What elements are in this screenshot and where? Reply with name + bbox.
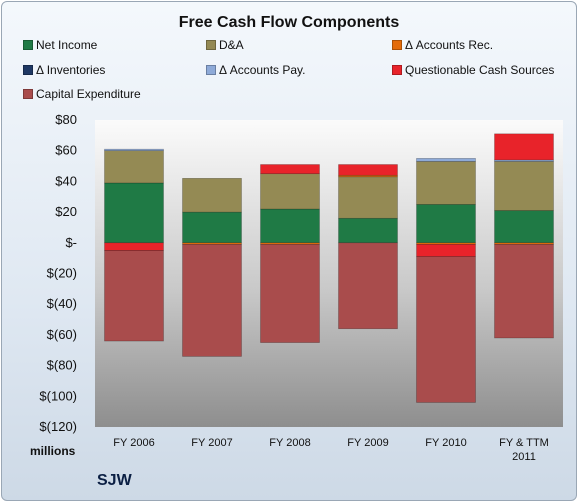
company-ticker: SJW xyxy=(97,472,132,489)
bar-segment xyxy=(416,256,476,403)
y-tick-label: $40 xyxy=(55,173,77,188)
legend-swatch xyxy=(23,89,33,99)
legend-swatch xyxy=(23,40,33,50)
legend-label: Net Income xyxy=(36,38,98,52)
bar-segment xyxy=(416,204,476,244)
bar-segment xyxy=(260,244,320,343)
bar-segment xyxy=(104,182,164,244)
bar-segment xyxy=(338,242,398,330)
bar-segment xyxy=(260,208,320,244)
legend-label: Capital Expenditure xyxy=(36,87,141,101)
bar-segment xyxy=(494,133,554,161)
legend-swatch xyxy=(23,65,33,75)
y-tick-label: $(120) xyxy=(39,419,77,434)
bar-segment xyxy=(104,148,164,151)
legend-swatch xyxy=(392,40,402,50)
legend-item-capex: Capital Expenditure xyxy=(23,87,141,101)
bar-segment xyxy=(182,211,242,244)
y-tick-label: $(40) xyxy=(47,296,77,311)
legend-label: Δ Inventories xyxy=(36,63,106,77)
bar-segment xyxy=(338,217,398,244)
legend-swatch xyxy=(206,65,216,75)
x-tick-label: FY 2008 xyxy=(269,437,310,449)
unit-label: millions xyxy=(30,444,76,458)
bar-segment xyxy=(338,164,398,176)
bar-segment xyxy=(182,178,242,213)
bar-segment xyxy=(104,242,164,251)
y-tick-label: $(100) xyxy=(39,388,77,403)
legend-swatch xyxy=(206,40,216,50)
legend-label: Δ Accounts Rec. xyxy=(405,38,494,52)
legend-item-accounts-pay: Δ Accounts Pay. xyxy=(206,63,306,77)
plot-background xyxy=(95,120,563,427)
legend-item-questionable-cash: Questionable Cash Sources xyxy=(392,63,554,77)
bar-segment xyxy=(416,244,476,257)
x-tick-label: 2011 xyxy=(512,451,536,463)
legend-label: Δ Accounts Pay. xyxy=(219,63,306,77)
y-tick-label: $(60) xyxy=(47,327,77,342)
legend-swatch xyxy=(392,65,402,75)
bar-segment xyxy=(260,173,320,210)
y-tick-label: $20 xyxy=(55,204,77,219)
bar-segment xyxy=(338,176,398,219)
chart-title: Free Cash Flow Components xyxy=(178,14,400,31)
legend-label: D&A xyxy=(219,38,244,52)
legend-item-da: D&A xyxy=(206,38,244,52)
x-tick-label: FY 2010 xyxy=(425,437,466,449)
y-tick-label: $80 xyxy=(55,112,77,127)
bar-segment xyxy=(182,244,242,357)
bar-segment xyxy=(104,250,164,342)
bar-segment xyxy=(416,158,476,162)
legend-item-inventories: Δ Inventories xyxy=(23,63,105,77)
bar-segment xyxy=(104,150,164,184)
y-tick-label: $- xyxy=(65,235,77,250)
y-tick-label: $(80) xyxy=(47,358,77,373)
legend-item-net-income: Net Income xyxy=(23,38,97,52)
x-tick-label: FY 2007 xyxy=(191,437,232,449)
bar-segment xyxy=(494,244,554,339)
bar-segment xyxy=(494,210,554,244)
bar-segment xyxy=(494,161,554,211)
bar-segment xyxy=(260,164,320,175)
y-tick-label: $60 xyxy=(55,143,77,158)
bar-segment xyxy=(416,161,476,205)
legend-label: Questionable Cash Sources xyxy=(405,63,555,77)
legend-item-accounts-rec: Δ Accounts Rec. xyxy=(392,38,493,52)
x-tick-label: FY 2009 xyxy=(347,437,388,449)
x-tick-label: FY & TTM xyxy=(499,437,549,449)
y-tick-label: $(20) xyxy=(47,266,77,281)
x-tick-label: FY 2006 xyxy=(113,437,154,449)
